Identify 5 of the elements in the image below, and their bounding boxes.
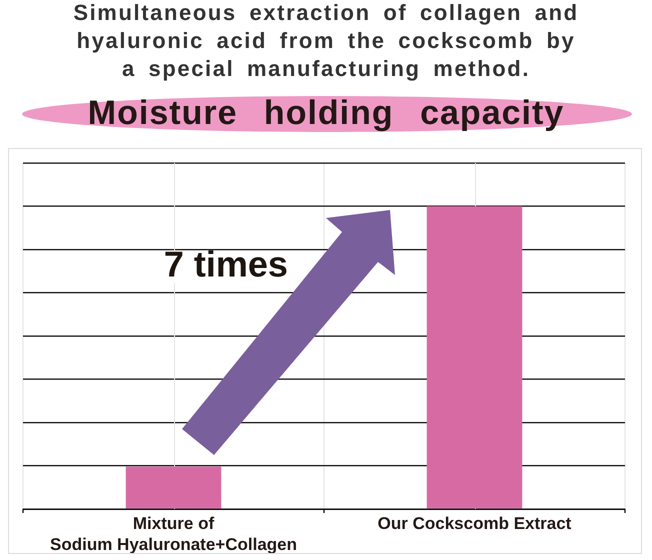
annotation: 7 times <box>164 244 288 285</box>
chart-title: Simultaneous extraction of collagen and hyaluronic acid from the cockscomb by a special manufacturing method. <box>72 0 580 83</box>
x-tick-label: Mixture of Sodium Hyaluronate+Collagen <box>50 514 298 554</box>
x-tick-label: Our Cockscomb Extract <box>378 514 572 534</box>
chart-subtitle: Moisture holding capacity <box>86 94 566 132</box>
